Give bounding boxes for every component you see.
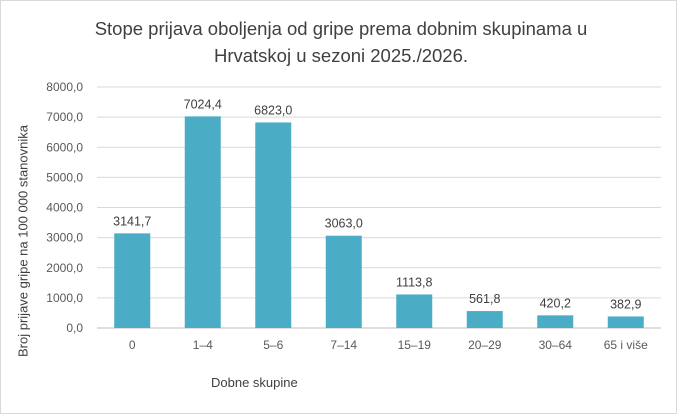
gridlines (97, 86, 661, 329)
x-tick-label: 30–64 (539, 338, 573, 352)
y-tick-label: 7000,0 (46, 110, 83, 124)
bar (396, 294, 433, 328)
bar (114, 233, 151, 328)
bar (184, 116, 221, 328)
x-tick-labels: 0 1–4 5–6 7–14 15–19 20–29 30–64 65 i više (129, 338, 648, 352)
data-labels: 3141,7 7024,4 6823,0 3063,0 1113,8 561,8 420,2… (113, 97, 641, 311)
bar (325, 235, 362, 328)
data-label: 420,2 (540, 296, 571, 310)
x-tick-label: 1–4 (193, 338, 213, 352)
data-label: 382,9 (610, 297, 641, 311)
y-tick-label: 0,0 (66, 321, 83, 335)
bar (466, 311, 503, 328)
bars (114, 116, 644, 328)
y-axis-title: Broj prijave gripe na 100 000 stanovnika (15, 125, 31, 357)
y-tick-label: 6000,0 (46, 140, 83, 154)
x-tick-label: 5–6 (263, 338, 283, 352)
y-tick-label: 1000,0 (46, 291, 83, 305)
data-label: 3063,0 (325, 217, 363, 231)
y-tick-labels: 0,0 1000,0 2000,0 3000,0 4000,0 5000,0 6000,0 7… (46, 80, 83, 335)
data-label: 1113,8 (396, 275, 432, 289)
data-label: 561,8 (469, 292, 500, 306)
bar (607, 316, 644, 328)
x-tick-label: 15–19 (398, 338, 432, 352)
x-tick-label: 20–29 (468, 338, 502, 352)
y-tick-label: 4000,0 (46, 201, 83, 215)
data-label: 7024,4 (184, 97, 222, 111)
y-tick-label: 3000,0 (46, 231, 83, 245)
chart-title: Stope prijava oboljenja od gripe prema d… (94, 18, 588, 66)
bar (537, 315, 574, 328)
y-tick-label: 8000,0 (46, 80, 83, 94)
y-tick-label: 5000,0 (46, 170, 83, 184)
bar (255, 122, 292, 328)
x-axis-title: Dobne skupine (211, 375, 298, 390)
y-tick-label: 2000,0 (46, 261, 83, 275)
data-label: 6823,0 (254, 103, 292, 117)
x-tick-label: 65 i više (604, 338, 648, 352)
data-label: 3141,7 (113, 214, 151, 228)
x-tick-label: 0 (129, 338, 136, 352)
x-tick-label: 7–14 (330, 338, 357, 352)
